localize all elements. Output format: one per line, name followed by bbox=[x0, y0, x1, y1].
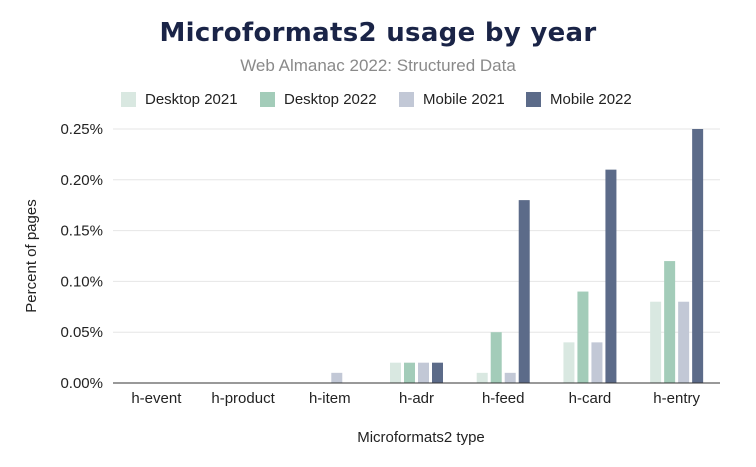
x-tick-label: h-adr bbox=[399, 390, 434, 407]
legend-item-desktop-2022[interactable]: Desktop 2022 bbox=[260, 89, 377, 109]
bar-h-adr-desktop-2021[interactable] bbox=[390, 362, 401, 383]
y-axis-ticks: 0.00% 0.05% 0.10% 0.15% 0.20% 0.25% bbox=[60, 121, 103, 392]
legend-swatch-desktop-2021 bbox=[121, 91, 136, 107]
legend-label-mobile-2022: Mobile 2022 bbox=[550, 90, 632, 108]
legend-swatch-desktop-2022 bbox=[260, 91, 275, 107]
legend-label-desktop-2022: Desktop 2022 bbox=[284, 90, 377, 108]
y-tick-label: 0.05% bbox=[60, 324, 103, 341]
x-tick-label: h-entry bbox=[653, 390, 700, 407]
x-axis-label: Microformats2 type bbox=[357, 429, 485, 446]
bar-h-card-desktop-2022[interactable] bbox=[577, 291, 589, 383]
y-tick-label: 0.15% bbox=[60, 223, 103, 240]
x-axis-ticks: h-event h-product h-item h-adr h-feed h-card h… bbox=[131, 390, 700, 407]
x-tick-label: h-card bbox=[569, 390, 612, 407]
bar-h-adr-mobile-2022[interactable] bbox=[432, 362, 443, 383]
legend-label-desktop-2021: Desktop 2021 bbox=[145, 90, 238, 108]
bar-h-entry-mobile-2022[interactable] bbox=[692, 129, 704, 383]
chart-title: Microformats2 usage by year bbox=[159, 18, 597, 48]
bar-h-adr-desktop-2022[interactable] bbox=[404, 362, 415, 383]
legend-swatch-mobile-2021 bbox=[399, 91, 414, 107]
grid-lines bbox=[113, 128, 720, 333]
x-tick-label: h-product bbox=[211, 390, 275, 407]
legend-item-mobile-2021[interactable]: Mobile 2021 bbox=[399, 89, 505, 109]
bar-h-card-mobile-2022[interactable] bbox=[605, 169, 617, 383]
legend-swatch-mobile-2022 bbox=[526, 91, 541, 107]
y-tick-label: 0.25% bbox=[60, 121, 103, 138]
bar-h-feed-mobile-2021[interactable] bbox=[504, 372, 516, 383]
x-tick-label: h-feed bbox=[482, 390, 525, 407]
bar-h-entry-desktop-2021[interactable] bbox=[650, 301, 662, 383]
bar-h-feed-desktop-2021[interactable] bbox=[476, 372, 488, 383]
bar-h-card-mobile-2021[interactable] bbox=[591, 342, 603, 383]
chart-subtitle: Web Almanac 2022: Structured Data bbox=[240, 56, 516, 75]
legend-item-mobile-2022[interactable]: Mobile 2022 bbox=[526, 89, 632, 109]
chart-legend: Desktop 2021 Desktop 2022 Mobile 2021 Mo… bbox=[0, 89, 756, 109]
bar-h-adr-mobile-2021[interactable] bbox=[418, 362, 429, 383]
y-tick-label: 0.10% bbox=[60, 273, 103, 290]
bar-h-entry-mobile-2021[interactable] bbox=[678, 301, 690, 383]
y-tick-label: 0.00% bbox=[60, 375, 103, 392]
bar-h-entry-desktop-2022[interactable] bbox=[664, 261, 676, 383]
y-axis-label: Percent of pages bbox=[23, 199, 40, 312]
bar-h-feed-desktop-2022[interactable] bbox=[490, 332, 502, 383]
x-tick-label: h-item bbox=[309, 390, 351, 407]
x-tick-label: h-event bbox=[131, 390, 182, 407]
bar-h-feed-mobile-2022[interactable] bbox=[518, 200, 530, 383]
y-tick-label: 0.20% bbox=[60, 172, 103, 189]
legend-label-mobile-2021: Mobile 2021 bbox=[423, 90, 505, 108]
bar-h-card-desktop-2021[interactable] bbox=[563, 342, 575, 383]
legend-item-desktop-2021[interactable]: Desktop 2021 bbox=[121, 89, 238, 109]
bar-h-item-mobile-2021[interactable] bbox=[331, 372, 343, 383]
bars bbox=[331, 129, 704, 383]
